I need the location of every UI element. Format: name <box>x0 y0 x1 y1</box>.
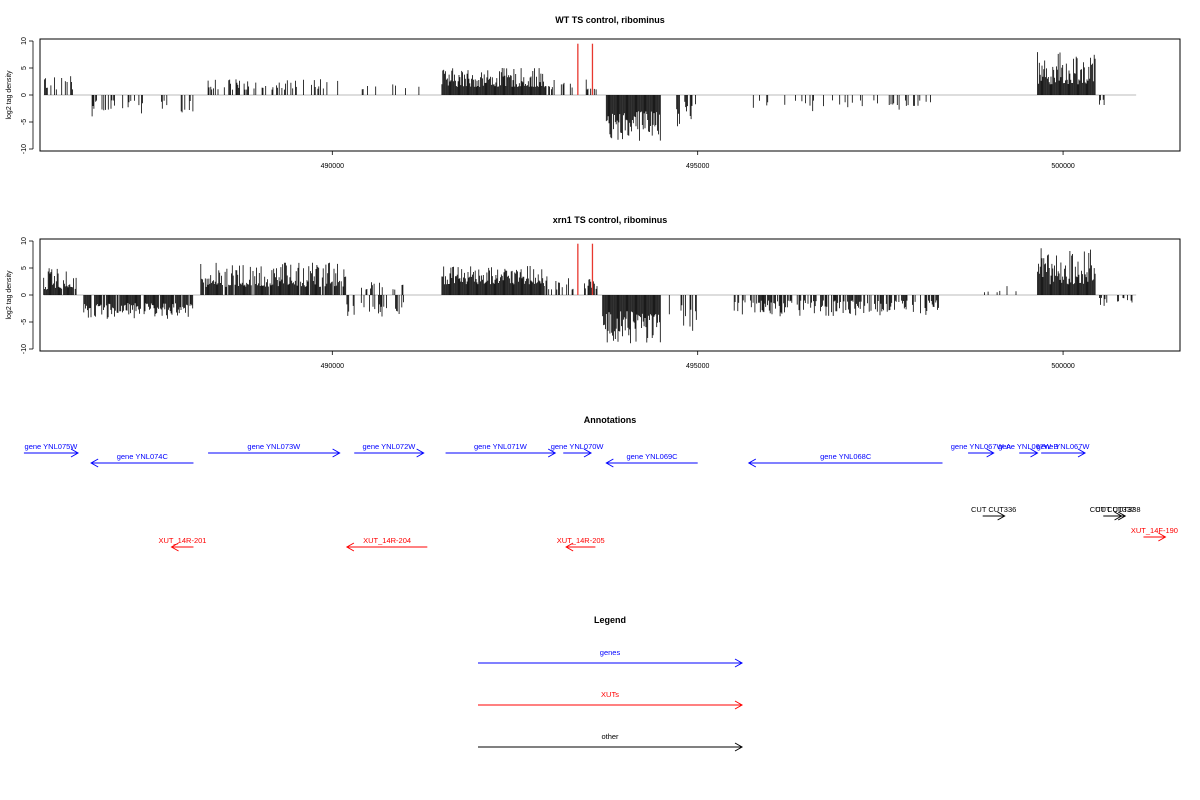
x-tick-label: 490000 <box>321 363 344 370</box>
xrn1-panel-title: xrn1 TS control, ribominus <box>553 215 668 225</box>
wt-bars-group <box>43 43 1137 141</box>
feature-arrowhead <box>1077 448 1087 458</box>
feature-arrowhead <box>332 448 341 458</box>
annotation-feature: CUT CUT338 <box>1095 505 1141 521</box>
feature-arrowhead <box>90 458 99 468</box>
legend-label: genes <box>600 648 621 657</box>
feature-label: CUT CUT338 <box>1095 505 1140 514</box>
feature-arrowhead <box>1117 511 1127 521</box>
y-tick-label: 0 <box>21 93 28 97</box>
annotation-feature: gene YNL067W-B <box>998 442 1058 458</box>
annotation-feature: gene YNL071W <box>445 442 557 458</box>
feature-label: gene YNL067W-B <box>998 442 1058 451</box>
legend-arrowhead <box>734 742 744 752</box>
annotation-feature: gene YNL067W-A <box>951 442 1011 458</box>
y-tick-label: 10 <box>21 237 28 245</box>
xrn1-coverage-panel: xrn1 TS control, ribominus log2 tag dens… <box>6 215 1181 370</box>
feature-arrowhead <box>1158 532 1167 542</box>
xrn1-plot-frame <box>39 238 1181 352</box>
wt-x-axis: 490000 495000 500000 <box>321 151 1075 170</box>
annotation-feature: gene YNL073W <box>208 442 341 458</box>
legend-label: other <box>601 732 619 741</box>
x-tick-label: 490000 <box>321 163 344 170</box>
y-tick-label: -5 <box>21 319 28 325</box>
feature-label: XUT_14F-190 <box>1131 526 1178 535</box>
feature-label: gene YNL072W <box>363 442 417 451</box>
feature-arrowhead <box>747 458 757 468</box>
annotation-feature: gene YNL072W <box>354 442 425 458</box>
feature-arrowhead <box>345 542 355 552</box>
legend-item: other <box>478 732 744 752</box>
annotations-title: Annotations <box>584 415 637 425</box>
feature-label: gene YNL073W <box>247 442 301 451</box>
x-tick-label: 495000 <box>686 363 709 370</box>
feature-arrowhead <box>1030 448 1039 458</box>
feature-label: XUT_14R-205 <box>557 536 605 545</box>
feature-label: gene YNL067W <box>1037 442 1091 451</box>
annotation-feature: gene YNL075W <box>23 442 80 458</box>
legend-label: XUTs <box>601 690 619 699</box>
legend-item: XUTs <box>478 690 744 710</box>
y-tick-label: 5 <box>21 266 28 270</box>
feature-arrowhead <box>605 458 614 468</box>
annotation-feature: gene YNL070W <box>551 442 605 458</box>
feature-label: gene YNL071W <box>474 442 528 451</box>
xrn1-x-axis: 490000 495000 500000 <box>321 351 1075 370</box>
y-tick-label: -10 <box>21 144 28 154</box>
y-tick-label: 10 <box>21 37 28 45</box>
legend-arrowhead <box>734 700 744 710</box>
y-tick-label: -10 <box>21 344 28 354</box>
feature-label: gene YNL074C <box>117 452 169 461</box>
xrn1-y-axis-label: log2 tag density <box>6 270 13 320</box>
wt-y-axis: 10 5 0 -5 -10 <box>21 37 34 154</box>
wt-plot-frame <box>39 38 1181 152</box>
y-tick-label: -5 <box>21 119 28 125</box>
annotation-feature: gene YNL068C <box>747 452 943 468</box>
x-tick-label: 500000 <box>1051 363 1074 370</box>
wt-y-axis-label: log2 tag density <box>6 70 13 120</box>
feature-label: gene YNL075W <box>25 442 79 451</box>
feature-label: CUT CUT336 <box>971 505 1016 514</box>
legend: Legend genes XUTs other <box>478 615 744 752</box>
feature-label: CUT CUT337 <box>1090 505 1135 514</box>
annotation-features: gene YNL075W gene YNL074C gene YNL073W gene… <box>23 442 1178 552</box>
feature-arrowhead <box>565 542 574 552</box>
feature-label: gene YNL067W-A <box>951 442 1011 451</box>
annotation-feature: XUT_14F-190 <box>1131 526 1178 542</box>
wt-coverage-panel: WT TS control, ribominus log2 tag densit… <box>6 15 1181 170</box>
feature-arrowhead <box>170 542 179 552</box>
feature-arrowhead <box>997 511 1006 521</box>
feature-arrowhead <box>416 448 425 458</box>
legend-arrowhead <box>734 658 744 668</box>
y-tick-label: 5 <box>21 66 28 70</box>
feature-arrowhead <box>986 448 995 458</box>
xrn1-bars-group <box>43 243 1137 344</box>
x-tick-label: 495000 <box>686 163 709 170</box>
feature-arrowhead <box>583 448 593 458</box>
annotation-feature: XUT_14R-201 <box>159 536 207 552</box>
annotation-feature: gene YNL069C <box>605 452 698 468</box>
feature-label: gene YNL070W <box>551 442 605 451</box>
annotation-feature: CUT CUT336 <box>971 505 1016 521</box>
legend-item: genes <box>478 648 744 668</box>
annotation-feature: XUT_14R-205 <box>557 536 605 552</box>
feature-label: gene YNL069C <box>626 452 678 461</box>
feature-label: XUT_14R-201 <box>159 536 207 545</box>
legend-title: Legend <box>594 615 626 625</box>
wt-panel-title: WT TS control, ribominus <box>555 15 665 25</box>
feature-label: gene YNL068C <box>820 452 872 461</box>
y-tick-label: 0 <box>21 293 28 297</box>
annotation-feature: gene YNL067W <box>1037 442 1091 458</box>
x-tick-label: 500000 <box>1051 163 1074 170</box>
feature-arrowhead <box>70 448 80 458</box>
xrn1-y-axis: 10 5 0 -5 -10 <box>21 237 34 354</box>
annotation-feature: gene YNL074C <box>90 452 194 468</box>
annotation-feature: XUT_14R-204 <box>345 536 428 552</box>
feature-arrowhead <box>547 448 557 458</box>
legend-items: genes XUTs other <box>478 648 744 752</box>
feature-label: XUT_14R-204 <box>363 536 411 545</box>
